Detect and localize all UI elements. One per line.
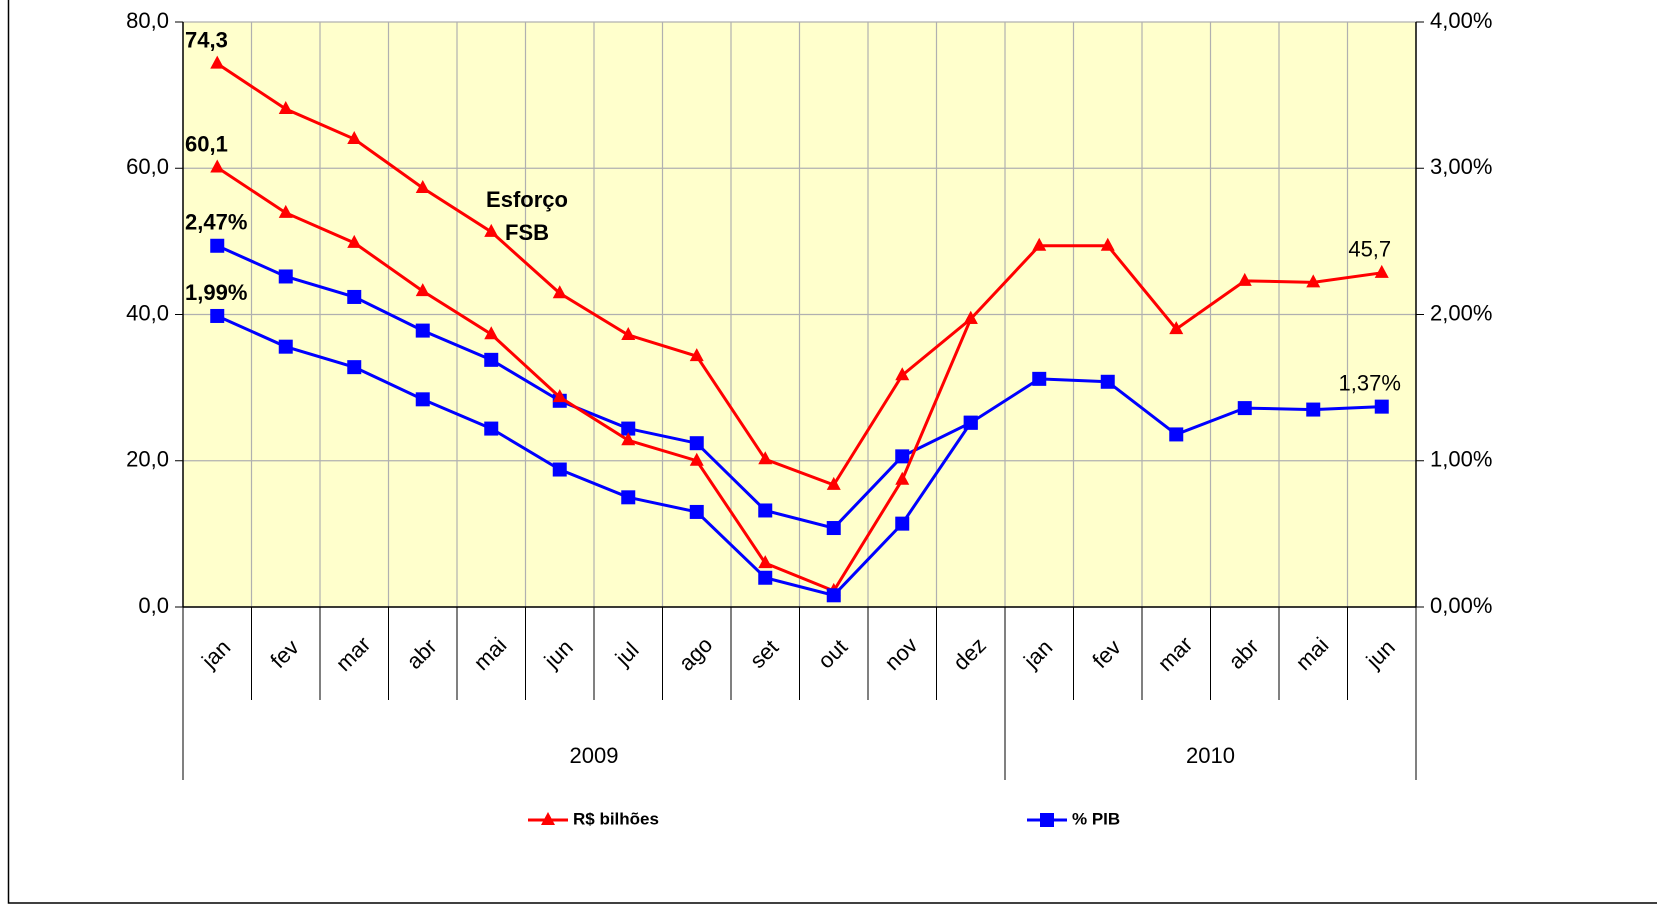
y-tick-label: 40,0	[126, 300, 169, 325]
series	[216, 244, 1382, 530]
square-marker	[689, 436, 704, 451]
triangle-marker	[347, 234, 362, 248]
triangle-marker	[484, 326, 499, 340]
x-group-label: 2009	[570, 743, 619, 768]
triangle-marker	[758, 451, 773, 465]
triangle-marker	[1169, 321, 1184, 335]
data-label: 2,47%	[185, 210, 247, 235]
square-marker	[621, 421, 636, 436]
series-line	[216, 244, 1382, 530]
square-marker	[826, 588, 841, 603]
square-marker	[210, 238, 225, 253]
triangle-marker	[541, 812, 555, 825]
series	[216, 314, 972, 597]
square-marker	[1169, 427, 1184, 442]
series-line	[216, 166, 973, 593]
triangle-marker	[415, 283, 430, 297]
y2-tick-label: 1,00%	[1430, 447, 1492, 472]
triangle-marker	[1237, 272, 1252, 286]
square-marker	[484, 352, 499, 367]
triangle-marker	[1032, 237, 1047, 251]
square-marker	[895, 516, 910, 531]
square-marker	[278, 339, 293, 354]
triangle-marker	[689, 348, 704, 362]
data-label: 74,3	[185, 27, 228, 52]
square-marker	[278, 269, 293, 284]
y2-tick-label: 4,00%	[1430, 8, 1492, 33]
annotation: Esforço	[486, 187, 568, 212]
square-marker	[1040, 813, 1054, 827]
annotation: FSB	[505, 220, 549, 245]
triangle-marker	[347, 131, 362, 144]
triangle-marker	[484, 223, 499, 237]
triangle-marker	[210, 55, 225, 69]
y-tick-label: 80,0	[126, 8, 169, 33]
data-label: 45,7	[1348, 237, 1391, 262]
square-marker	[689, 504, 704, 519]
square-marker	[484, 421, 499, 436]
square-marker	[758, 570, 773, 585]
square-marker	[347, 289, 362, 304]
square-marker	[210, 308, 225, 323]
y2-tick-label: 0,00%	[1430, 593, 1492, 618]
series-line	[216, 62, 1382, 487]
triangle-marker	[689, 452, 704, 466]
square-marker	[1374, 399, 1389, 414]
legend-label: % PIB	[1072, 809, 1120, 828]
triangle-marker	[210, 159, 225, 173]
square-marker	[621, 490, 636, 505]
triangle-marker	[758, 555, 773, 569]
y-tick-label: 60,0	[126, 154, 169, 179]
square-marker	[1306, 402, 1321, 417]
square-marker	[347, 360, 362, 375]
square-marker	[963, 415, 978, 430]
series-line	[216, 314, 972, 597]
square-marker	[758, 503, 773, 518]
square-marker	[415, 392, 430, 407]
triangle-marker	[1100, 237, 1115, 251]
triangle-marker	[963, 310, 978, 324]
x-group-label: 2010	[1186, 743, 1235, 768]
triangle-marker	[895, 367, 910, 381]
series	[216, 166, 973, 593]
y-tick-label: 20,0	[126, 447, 169, 472]
y2-tick-label: 2,00%	[1430, 300, 1492, 325]
square-marker	[415, 323, 430, 338]
triangle-marker	[278, 101, 293, 115]
triangle-marker	[621, 326, 636, 340]
data-label: 1,99%	[185, 280, 247, 305]
triangle-marker	[826, 476, 841, 490]
triangle-marker	[621, 432, 636, 446]
triangle-marker	[552, 285, 567, 299]
square-marker	[1100, 374, 1115, 389]
series	[216, 62, 1382, 487]
data-label: 1,37%	[1339, 370, 1401, 395]
triangle-marker	[1374, 264, 1389, 278]
square-marker	[1237, 401, 1252, 416]
triangle-marker	[895, 471, 910, 485]
legend-label: R$ bilhões	[573, 809, 659, 828]
y-tick-label: 0,0	[138, 593, 169, 618]
y2-tick-label: 3,00%	[1430, 154, 1492, 179]
triangle-marker	[278, 204, 293, 218]
triangle-marker	[1306, 274, 1321, 288]
square-marker	[826, 521, 841, 536]
triangle-marker	[415, 179, 430, 193]
square-marker	[1032, 371, 1047, 386]
square-marker	[895, 449, 910, 464]
data-label: 60,1	[185, 131, 228, 156]
triangle-marker	[552, 389, 567, 403]
square-marker	[552, 462, 567, 477]
